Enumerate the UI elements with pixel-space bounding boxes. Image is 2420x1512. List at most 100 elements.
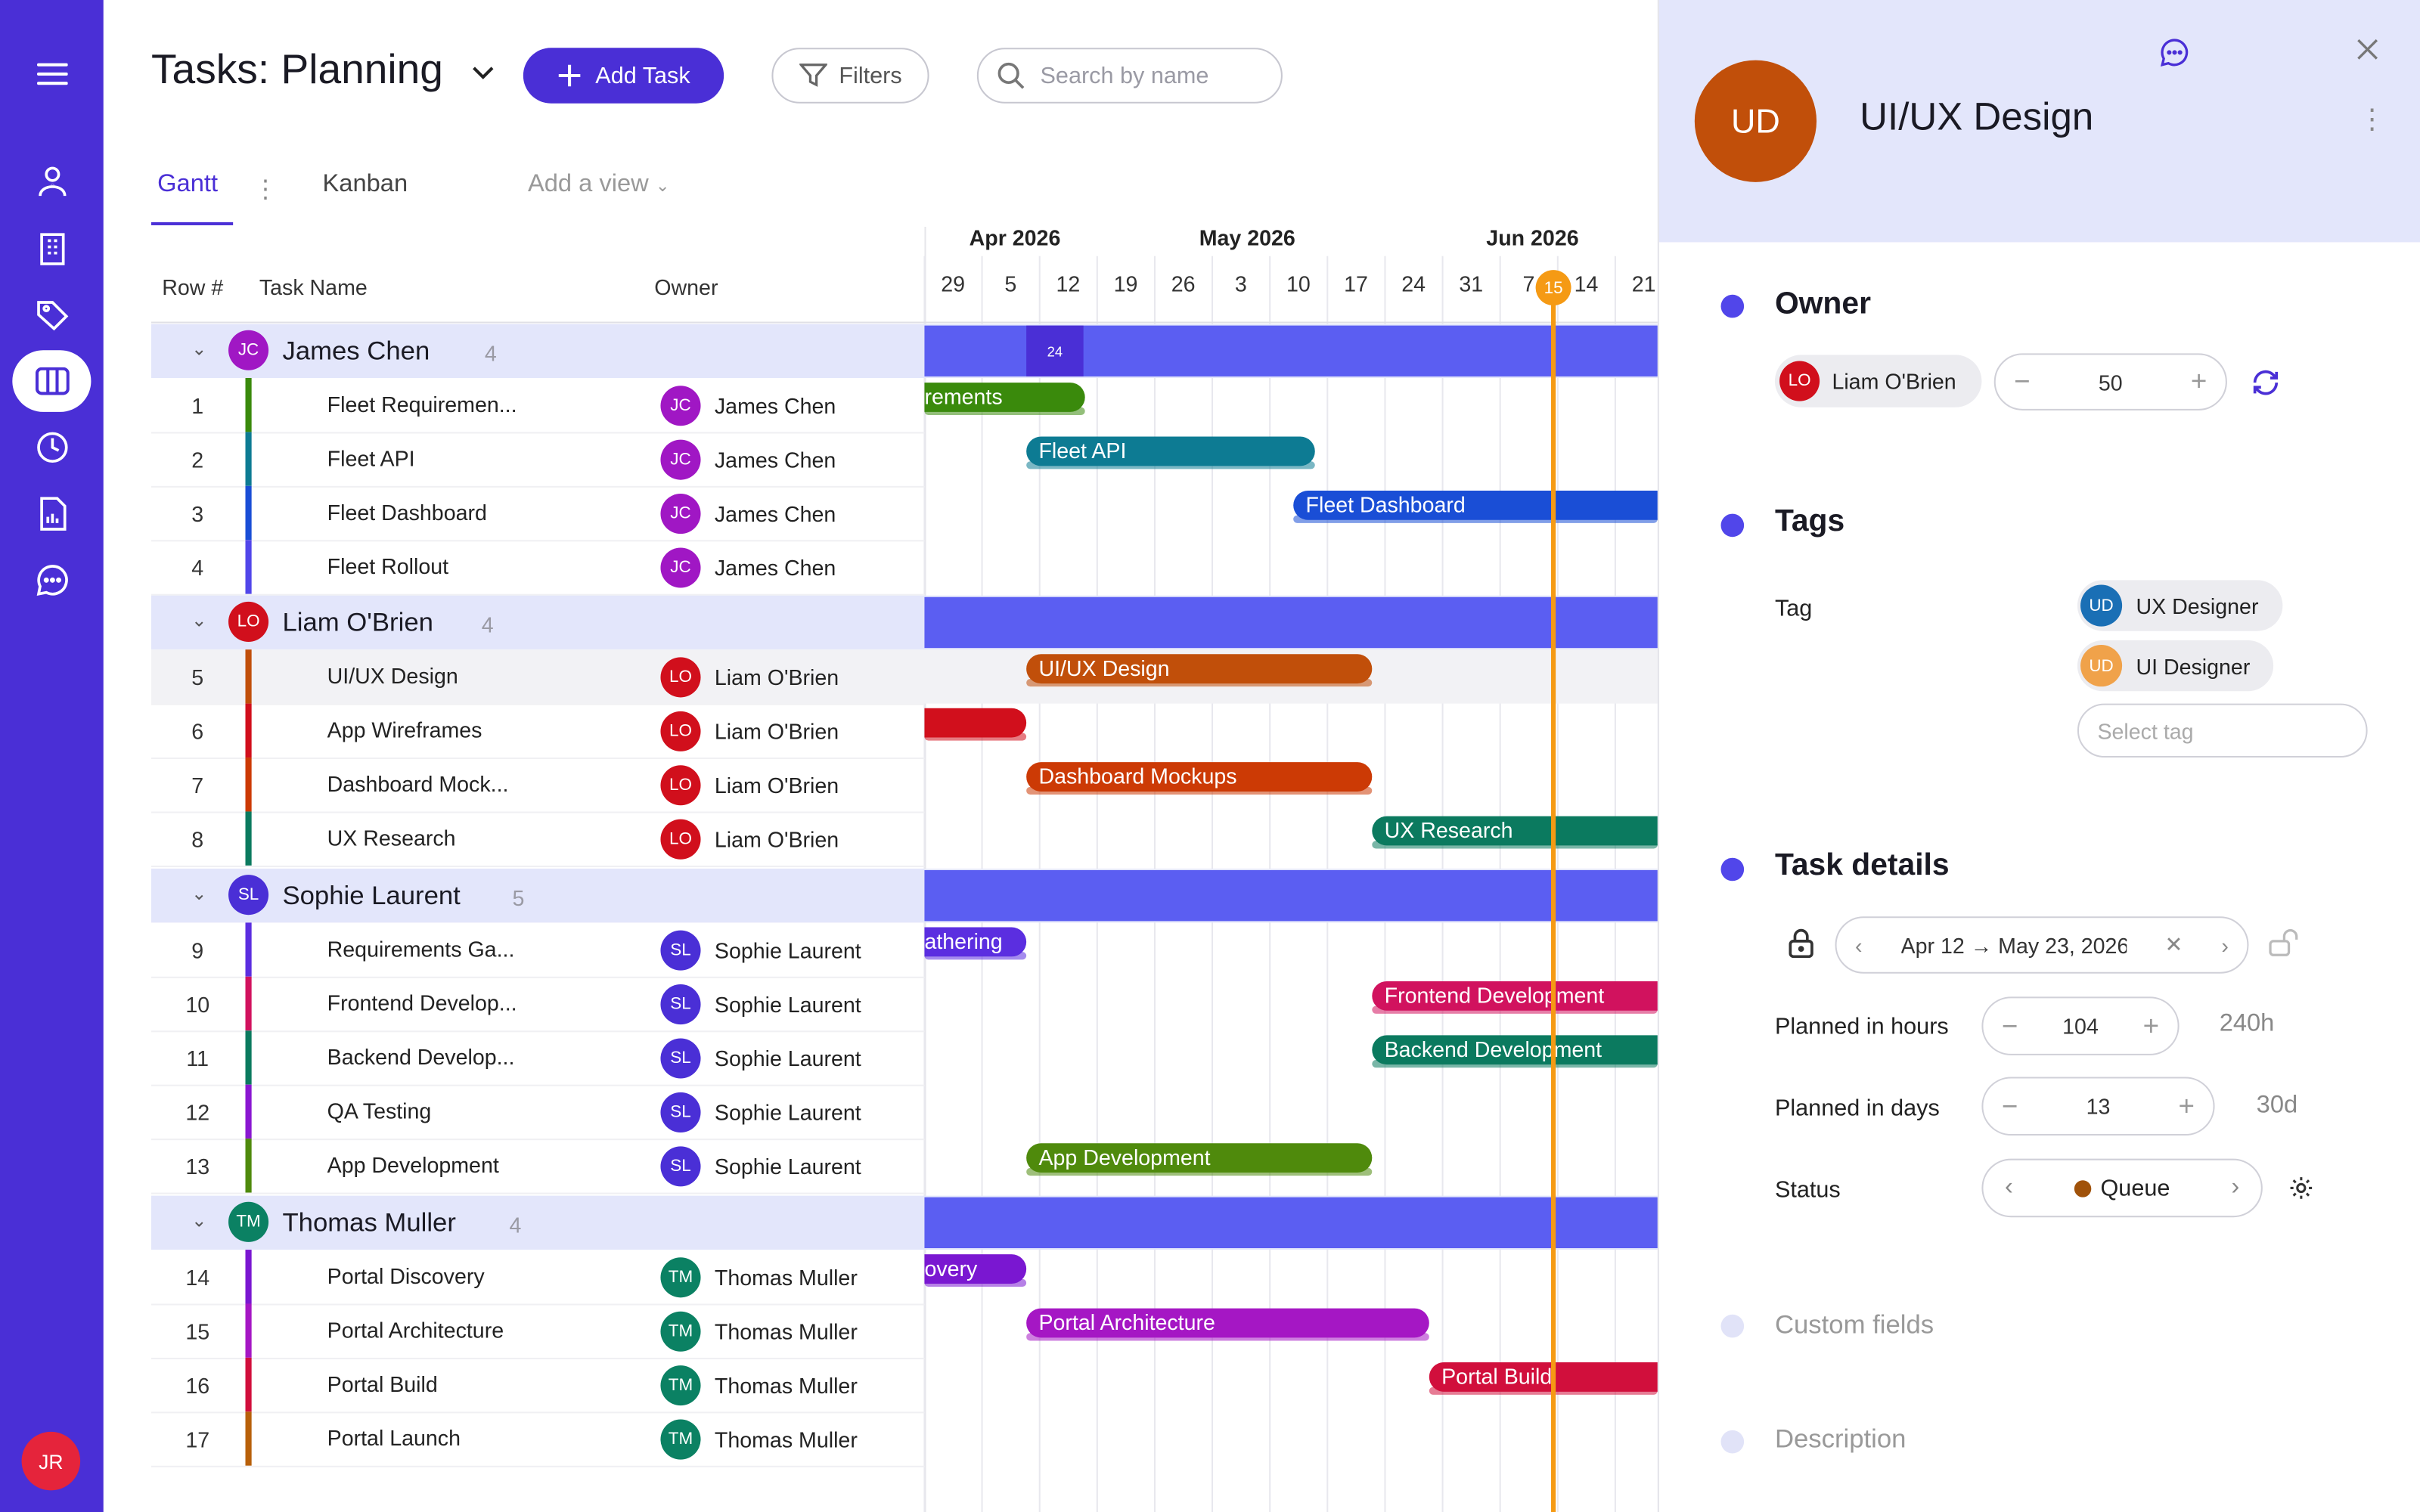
owner-name[interactable]: Sophie Laurent (714, 937, 861, 963)
task-bar[interactable]: Portal Build (1429, 1362, 1658, 1392)
task-bar[interactable]: Fleet Dashboard (1293, 490, 1658, 520)
col-header-task[interactable]: Task Name (259, 274, 368, 299)
task-name[interactable]: App Wireframes (327, 717, 482, 742)
task-title[interactable]: UI/UX Design (1860, 95, 2094, 139)
owner-name[interactable]: James Chen (714, 555, 836, 581)
task-bar[interactable]: Dashboard Mockups (1026, 762, 1373, 792)
owner-name[interactable]: James Chen (714, 447, 836, 472)
chevron-left-icon[interactable]: ‹ (2005, 1174, 2013, 1201)
building-icon[interactable] (25, 221, 80, 276)
tab-gantt[interactable]: Gantt (157, 171, 219, 198)
task-bar[interactable]: App Development (1026, 1143, 1373, 1173)
increment-button[interactable]: + (2142, 1009, 2160, 1041)
planned-hours-stepper[interactable]: − 104 + (1981, 996, 2180, 1055)
owner-name[interactable]: Liam O'Brien (714, 773, 839, 798)
task-name[interactable]: Fleet Dashboard (327, 500, 487, 525)
increment-button[interactable]: + (2178, 1089, 2195, 1121)
lock-icon[interactable] (1787, 928, 1815, 966)
task-name[interactable]: Portal Build (327, 1371, 438, 1396)
task-bar[interactable]: athering (924, 927, 1027, 957)
refresh-icon[interactable] (2251, 367, 2282, 406)
task-name[interactable]: App Development (327, 1152, 499, 1178)
filters-button[interactable]: Filters (771, 48, 929, 104)
menu-icon[interactable] (25, 46, 80, 101)
chevron-right-icon[interactable]: › (2221, 932, 2229, 958)
task-bar[interactable]: UI/UX Design (1026, 654, 1373, 684)
task-name[interactable]: Frontend Develop... (327, 990, 517, 1015)
task-bar[interactable]: rements (924, 383, 1085, 412)
owner-value[interactable]: 50 (2098, 369, 2123, 395)
clear-icon[interactable]: ✕ (2164, 931, 2183, 957)
users-icon[interactable] (25, 154, 80, 209)
clock-icon[interactable] (25, 420, 80, 475)
task-bar[interactable]: Portal Architecture (1026, 1308, 1429, 1338)
task-bar[interactable]: Frontend Development (1372, 981, 1658, 1011)
owner-name[interactable]: Thomas Muller (714, 1373, 858, 1398)
chat-icon[interactable] (25, 553, 80, 608)
task-name[interactable]: QA Testing (327, 1098, 432, 1123)
owner-name[interactable]: Liam O'Brien (714, 826, 839, 852)
task-name[interactable]: Portal Discovery (327, 1263, 485, 1289)
task-bar[interactable]: overy (924, 1254, 1027, 1284)
chevron-left-icon[interactable]: ‹ (1855, 932, 1863, 958)
owner-name[interactable]: Sophie Laurent (714, 1046, 861, 1071)
col-header-row[interactable]: Row # (162, 274, 224, 299)
owner-name[interactable]: Liam O'Brien (714, 719, 839, 744)
tab-kanban[interactable]: Kanban (322, 171, 408, 198)
tag-chip[interactable]: UD UI Designer (2077, 640, 2274, 692)
add-task-button[interactable]: Add Task (523, 48, 724, 104)
select-tag-input[interactable]: Select tag (2077, 703, 2368, 758)
task-name[interactable]: UI/UX Design (327, 663, 458, 689)
task-bar[interactable]: Backend Development (1372, 1035, 1658, 1065)
decrement-button[interactable]: − (2001, 1009, 2018, 1041)
collapse-icon[interactable]: ⌄ (191, 882, 207, 904)
collapse-icon[interactable]: ⌄ (191, 1210, 207, 1232)
owner-value-stepper[interactable]: − 50 + (1993, 353, 2227, 411)
owner-name[interactable]: Thomas Muller (714, 1265, 858, 1290)
tab-more-icon[interactable]: ⋮ (253, 177, 278, 204)
unlock-icon[interactable] (2269, 928, 2300, 966)
date-range-value[interactable]: Apr 12 → May 23, 2026 (1900, 932, 2127, 958)
comment-icon[interactable] (2159, 37, 2190, 76)
gantt-nav-active[interactable] (12, 350, 92, 412)
tag-chip[interactable]: UD UX Designer (2077, 580, 2283, 631)
owner-name[interactable]: Thomas Muller (714, 1427, 858, 1452)
chevron-right-icon[interactable]: › (2231, 1174, 2240, 1201)
add-view-dropdown[interactable]: Add a view ⌄ (527, 171, 670, 198)
decrement-button[interactable]: − (2001, 1089, 2018, 1121)
task-name[interactable]: UX Research (327, 825, 456, 850)
decrement-button[interactable]: − (2014, 365, 2031, 397)
planned-hours-value[interactable]: 104 (2062, 1013, 2099, 1039)
group-name[interactable]: Thomas Muller (282, 1207, 456, 1238)
close-icon[interactable] (2355, 37, 2380, 70)
task-name[interactable]: Fleet API (327, 445, 415, 471)
task-name[interactable]: Portal Launch (327, 1425, 461, 1451)
task-bar[interactable] (924, 708, 1027, 738)
report-icon[interactable] (25, 486, 80, 541)
task-name[interactable]: Fleet Requiremen... (327, 392, 517, 417)
group-name[interactable]: Liam O'Brien (282, 608, 433, 637)
collapse-icon[interactable]: ⌄ (191, 337, 207, 360)
task-bar[interactable]: Fleet API (1026, 436, 1315, 466)
search-input[interactable]: Search by name (976, 48, 1283, 104)
status-select[interactable]: ‹ Queue › (1981, 1158, 2263, 1218)
description-section[interactable]: Description (1774, 1424, 1907, 1454)
user-avatar[interactable]: JR (21, 1431, 81, 1491)
task-name[interactable]: Fleet Rollout (327, 553, 449, 579)
custom-fields-section[interactable]: Custom fields (1774, 1309, 1934, 1340)
col-header-owner[interactable]: Owner (654, 274, 718, 299)
task-name[interactable]: Requirements Ga... (327, 936, 515, 962)
task-name[interactable]: Backend Develop... (327, 1044, 515, 1070)
task-name[interactable]: Dashboard Mock... (327, 771, 509, 797)
collapse-icon[interactable]: ⌄ (191, 609, 207, 631)
date-range-picker[interactable]: ‹ Apr 12 → May 23, 2026 ✕ › (1835, 916, 2249, 974)
owner-name[interactable]: James Chen (714, 501, 836, 526)
group-name[interactable]: Sophie Laurent (282, 881, 461, 911)
more-options-icon[interactable]: ⋮ (2358, 103, 2387, 135)
owner-name[interactable]: Sophie Laurent (714, 1154, 861, 1179)
gear-icon[interactable] (2289, 1176, 2314, 1208)
task-bar[interactable]: UX Research (1372, 816, 1658, 846)
planned-days-stepper[interactable]: − 13 + (1981, 1077, 2215, 1136)
owner-name[interactable]: Sophie Laurent (714, 992, 861, 1017)
increment-button[interactable]: + (2190, 365, 2207, 397)
